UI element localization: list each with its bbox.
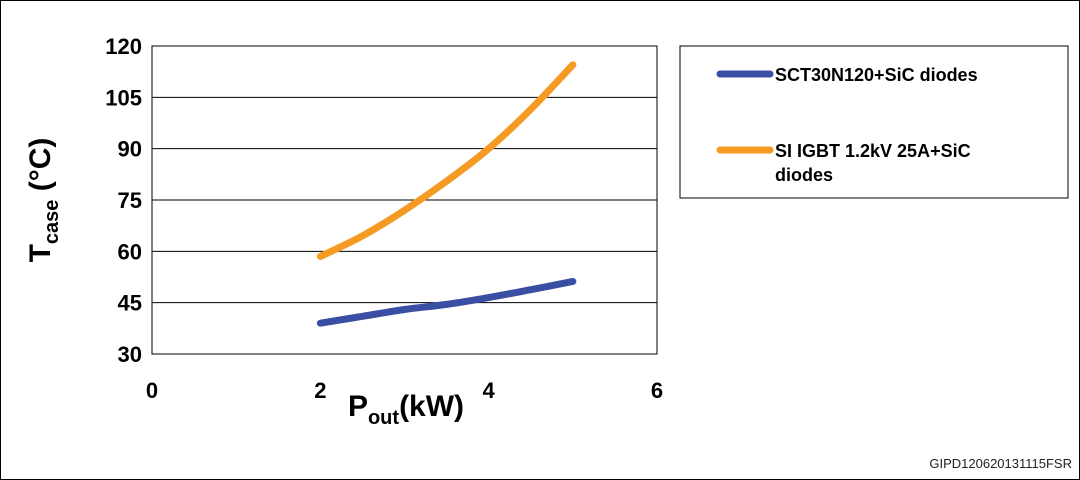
y-tick-label: 30: [118, 342, 142, 367]
x-tick-label: 6: [651, 378, 663, 403]
legend: SCT30N120+SiC diodes SI IGBT 1.2kV 25A+S…: [679, 45, 1069, 199]
figure-code: GIPD120620131115FSR: [929, 456, 1072, 471]
y-axis-label: Tcase (°C): [24, 138, 63, 263]
series-lines: [316, 61, 577, 327]
y-tick-label: 90: [118, 137, 142, 162]
x-tick-label: 0: [146, 378, 158, 403]
y-tick-label: 60: [118, 239, 142, 264]
y-tick-label: 105: [105, 85, 142, 110]
series-line-0: [316, 277, 577, 327]
x-tick-labels: 0 2 4 6: [146, 378, 663, 403]
y-tick-labels: 30 45 60 75 90 105 120: [105, 34, 142, 367]
x-tick-label: 4: [483, 378, 496, 403]
x-tick-label: 2: [314, 378, 326, 403]
legend-label-sct30n120: SCT30N120+SiC diodes: [775, 65, 978, 85]
grid-lines: [152, 96, 657, 304]
x-axis-label: Pout(kW): [348, 390, 464, 429]
plot-area-border: [151, 45, 658, 355]
y-tick-label: 120: [105, 34, 142, 59]
legend-box: [679, 45, 1069, 199]
series-line-1: [316, 61, 577, 260]
legend-label-si-igbt: SI IGBT 1.2kV 25A+SiC diodes: [775, 141, 971, 185]
y-tick-label: 45: [118, 291, 142, 316]
y-tick-label: 75: [118, 188, 142, 213]
